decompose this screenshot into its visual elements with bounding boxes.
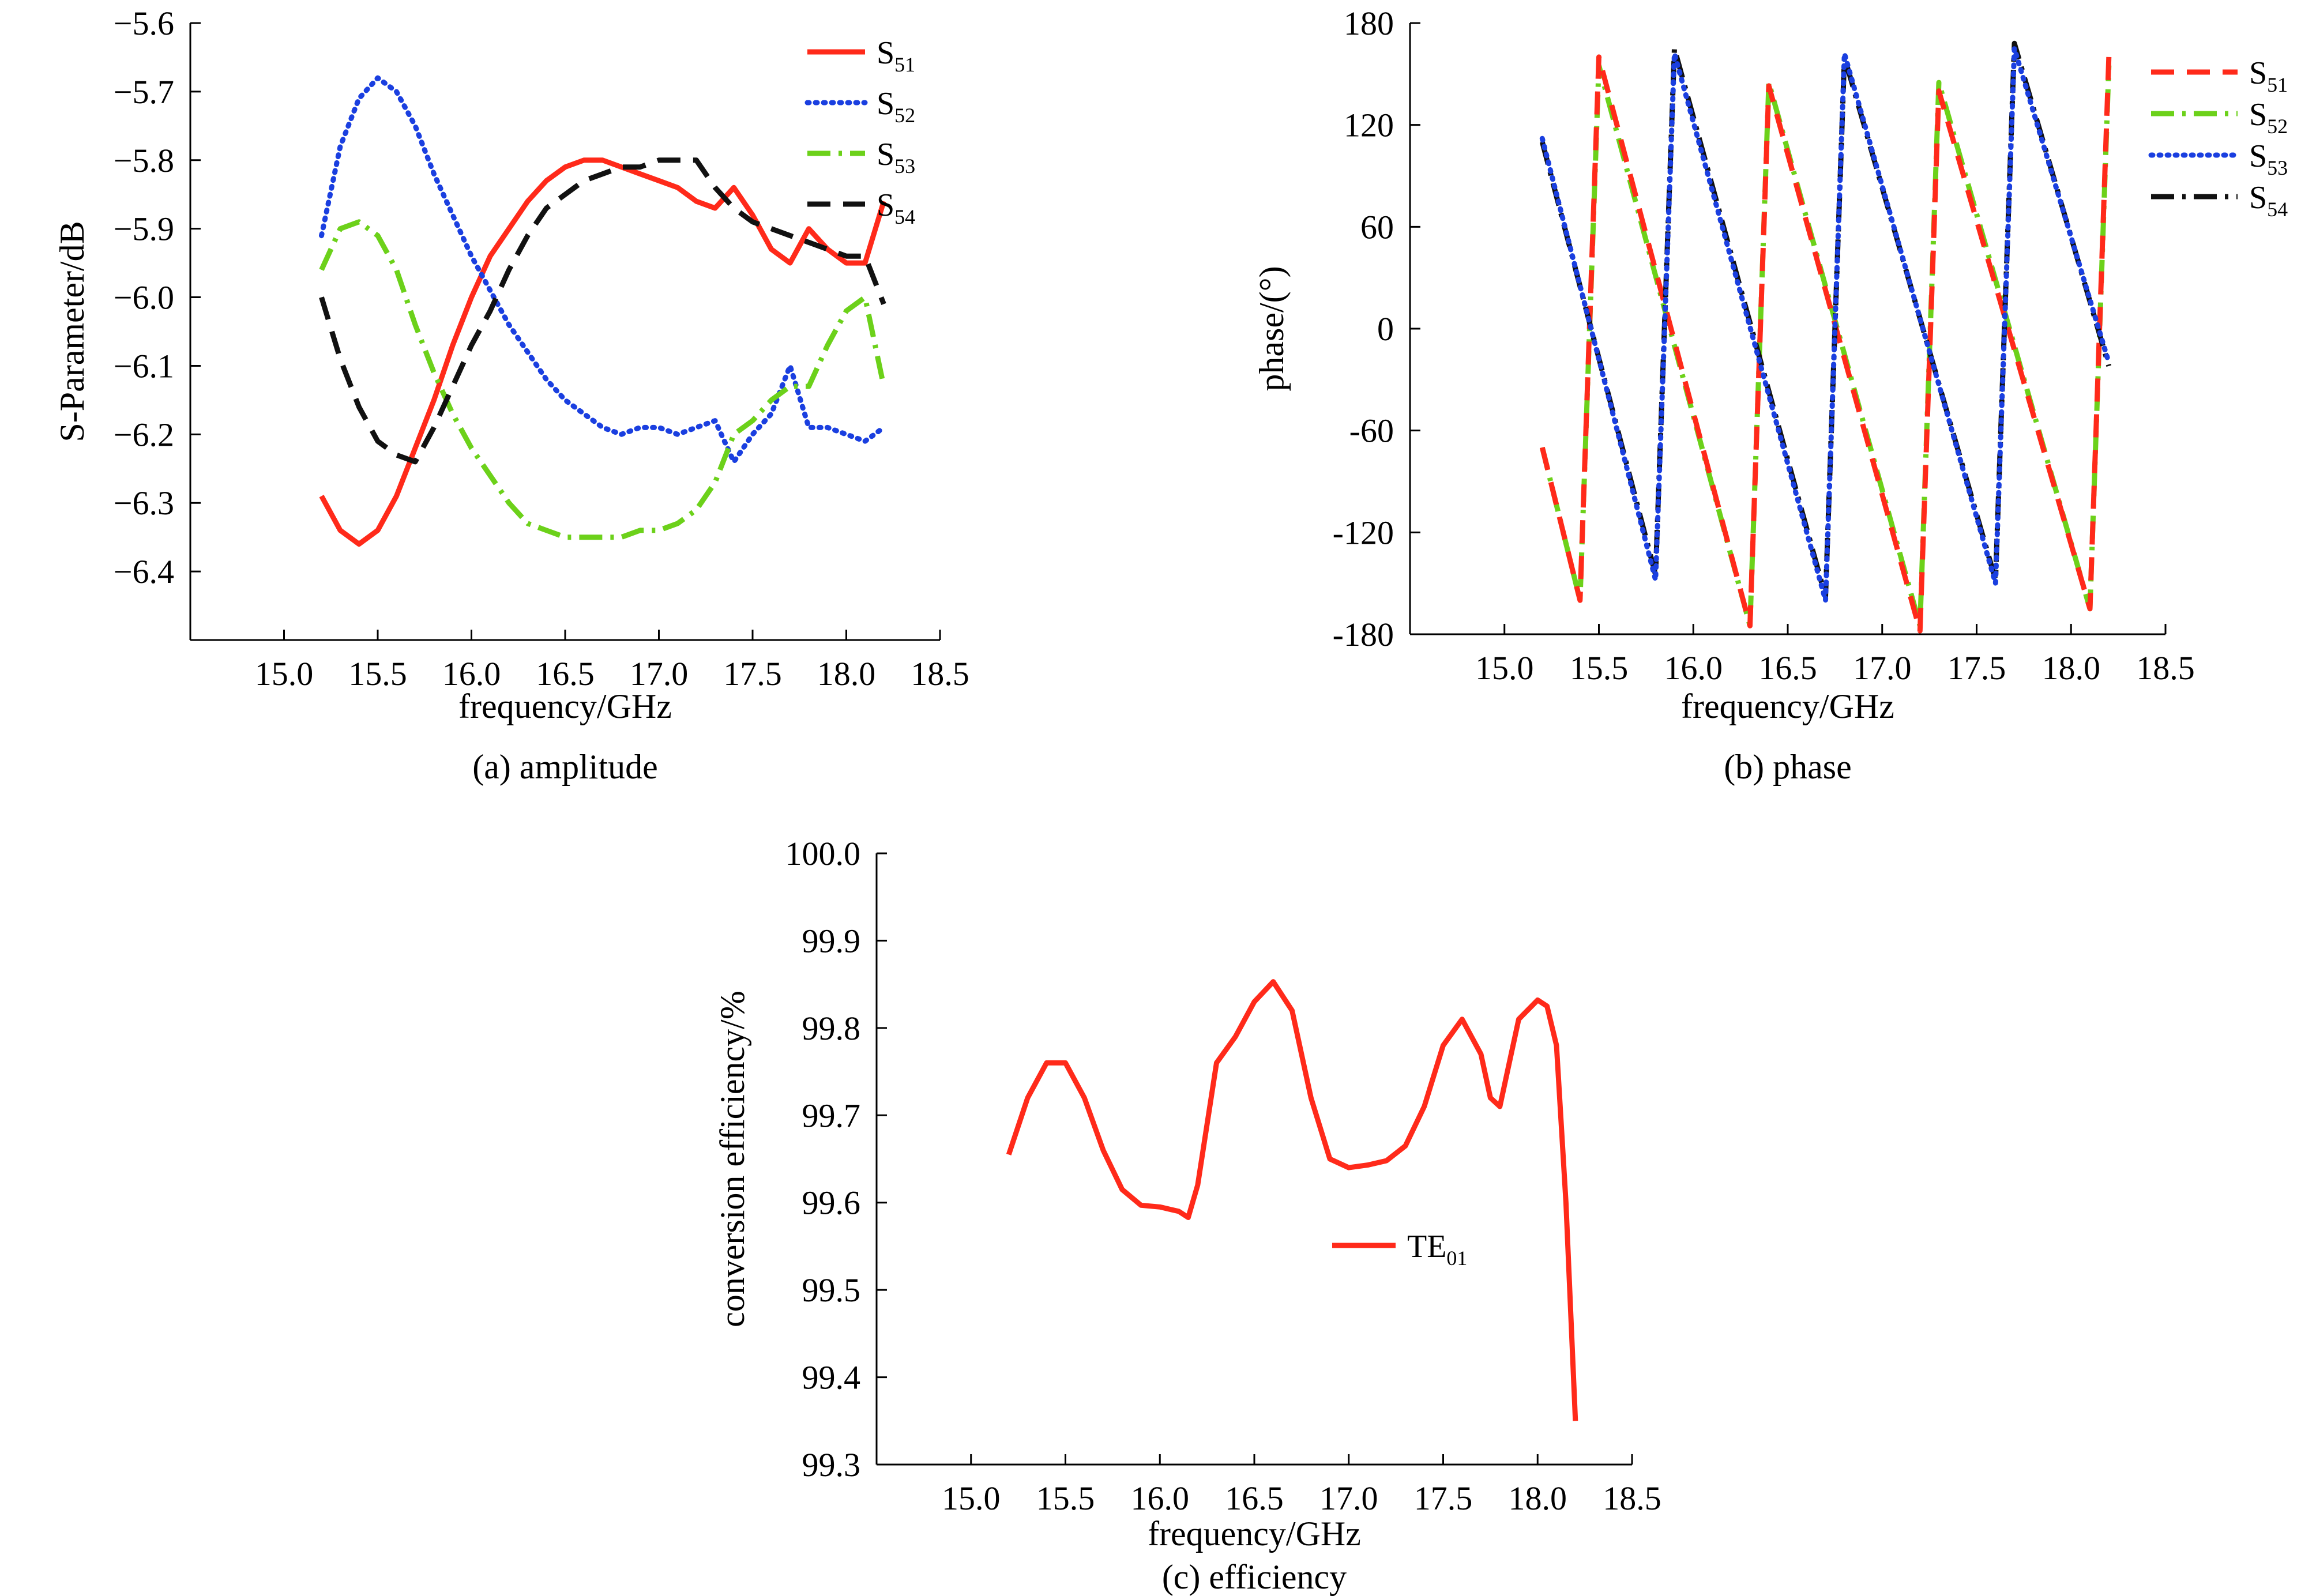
legend-label-base: S — [877, 86, 894, 122]
y-tick-label: 99.6 — [802, 1184, 861, 1222]
legend-label-base: S — [877, 187, 894, 223]
y-tick-label: -180 — [1333, 616, 1394, 653]
y-tick-label: 180 — [1344, 5, 1394, 42]
panel-caption: (b) phase — [1724, 748, 1852, 786]
x-tick-label: 15.5 — [1570, 649, 1629, 687]
series-line-s54 — [1539, 40, 2112, 600]
x-tick-label: 16.0 — [1664, 649, 1723, 687]
y-tick-label: -60 — [1349, 412, 1394, 450]
legend-label-base: S — [2249, 180, 2267, 216]
y-tick-label: 99.9 — [802, 922, 861, 959]
y-tick-label: −5.9 — [114, 210, 174, 248]
x-tick-label: 15.5 — [348, 655, 407, 692]
legend-label-s52: S52 — [2249, 97, 2288, 138]
x-tick-label: 18.5 — [911, 655, 969, 692]
legend-label-subscript: 51 — [2267, 73, 2288, 96]
series-line-s51 — [319, 157, 886, 547]
series-line-s53 — [319, 219, 886, 540]
x-tick-label: 17.0 — [630, 655, 689, 692]
x-tick-label: 17.5 — [1414, 1480, 1473, 1517]
y-tick-label: 0 — [1377, 310, 1394, 348]
series-line-s52 — [319, 75, 886, 465]
y-tick-label: −5.7 — [114, 73, 174, 111]
x-axis-label: frequency/GHz — [1148, 1515, 1361, 1553]
legend-label-subscript: 01 — [1446, 1247, 1467, 1270]
y-axis-label: conversion efficiency/% — [713, 991, 751, 1327]
series-line-s53 — [1539, 46, 2112, 603]
legend-label-base: S — [2249, 55, 2267, 91]
legend-label-s53: S53 — [2249, 138, 2288, 179]
y-tick-label: 99.3 — [802, 1446, 861, 1484]
y-tick-label: 99.5 — [802, 1271, 861, 1309]
series-line-s54 — [319, 157, 886, 465]
legend-label-subscript: 54 — [2267, 198, 2288, 221]
y-tick-label: −6.3 — [114, 484, 174, 522]
y-tick-label: 99.4 — [802, 1359, 861, 1396]
legend-label-subscript: 53 — [2267, 156, 2288, 179]
x-tick-label: 17.5 — [723, 655, 782, 692]
y-tick-label: −6.2 — [114, 416, 174, 453]
legend-label-base: TE — [1407, 1229, 1446, 1264]
panel-efficiency: 15.0 15.5 16.0 16.5 17.0 17.5 18.0 18.5 99.3 99.4… — [713, 835, 1661, 1596]
y-tick-label: 99.7 — [802, 1097, 861, 1134]
x-tick-label: 15.0 — [1475, 649, 1534, 687]
legend-label-s54: S54 — [877, 187, 915, 228]
x-tick-label: 17.5 — [1947, 649, 2006, 687]
panel-caption: (c) efficiency — [1162, 1558, 1347, 1596]
legend-label-base: S — [877, 35, 894, 71]
y-tick-label: 120 — [1344, 107, 1394, 144]
panel-caption: (a) amplitude — [472, 748, 658, 786]
x-tick-label: 18.0 — [817, 655, 876, 692]
legend-label-subscript: 52 — [894, 104, 915, 127]
y-tick-label: 60 — [1360, 208, 1394, 246]
legend-label-base: S — [2249, 138, 2267, 174]
panel-phase: 15.0 15.5 16.0 16.5 17.0 17.5 18.0 18.5 -180 -120… — [1253, 5, 2288, 786]
series-line-s51 — [1539, 54, 2112, 634]
y-tick-label: −6.4 — [114, 553, 174, 590]
x-axis-label: frequency/GHz — [1681, 687, 1894, 725]
x-tick-label: 15.0 — [942, 1480, 1001, 1517]
legend-label-te01: TE01 — [1407, 1229, 1467, 1270]
series-line-te01 — [1006, 979, 1578, 1421]
y-axis-label: phase/(°) — [1253, 266, 1291, 391]
legend-label-s54: S54 — [2249, 180, 2288, 221]
y-tick-label: 99.8 — [802, 1010, 861, 1047]
y-tick-label: −6.0 — [114, 279, 174, 317]
x-tick-label: 16.0 — [442, 655, 501, 692]
x-tick-label: 18.5 — [1603, 1480, 1661, 1517]
x-tick-label: 16.5 — [1758, 649, 1817, 687]
legend-label-base: S — [2249, 97, 2267, 133]
x-tick-label: 18.5 — [2136, 649, 2195, 687]
y-axis-label: S-Parameter/dB — [53, 221, 91, 442]
x-axis-label: frequency/GHz — [458, 687, 672, 725]
legend-label-s53: S53 — [877, 137, 915, 178]
x-tick-label: 16.5 — [536, 655, 595, 692]
legend-label-s51: S51 — [877, 35, 915, 76]
y-tick-label: −5.6 — [114, 5, 174, 42]
x-tick-label: 16.5 — [1225, 1480, 1284, 1517]
y-tick-label: 100.0 — [785, 835, 861, 872]
y-tick-label: -120 — [1333, 514, 1394, 551]
panel-amplitude: 15.0 15.5 16.0 16.5 17.0 17.5 18.0 18.5 −6.4 −6.3… — [53, 5, 969, 786]
x-tick-label: 17.0 — [1319, 1480, 1378, 1517]
legend-label-s52: S52 — [877, 86, 915, 127]
y-tick-label: −5.8 — [114, 142, 174, 179]
x-tick-label: 18.0 — [1509, 1480, 1567, 1517]
y-tick-label: −6.1 — [114, 347, 174, 385]
legend-label-subscript: 51 — [894, 53, 915, 76]
x-tick-label: 15.5 — [1036, 1480, 1095, 1517]
x-tick-label: 15.0 — [255, 655, 314, 692]
legend-label-subscript: 52 — [2267, 115, 2288, 138]
x-tick-label: 18.0 — [2042, 649, 2101, 687]
x-tick-label: 17.0 — [1853, 649, 1912, 687]
legend-label-s51: S51 — [2249, 55, 2288, 96]
legend-label-subscript: 53 — [894, 155, 915, 178]
legend-label-subscript: 54 — [894, 205, 915, 228]
legend-label-base: S — [877, 137, 894, 172]
x-tick-label: 16.0 — [1131, 1480, 1190, 1517]
